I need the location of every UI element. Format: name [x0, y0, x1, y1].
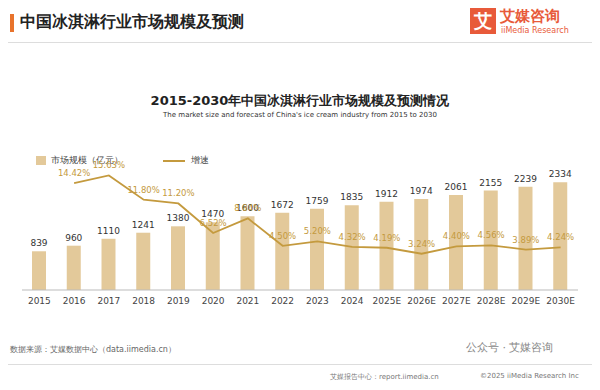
svg-text:2018: 2018: [132, 296, 155, 306]
svg-text:839: 839: [30, 238, 47, 248]
svg-text:1759: 1759: [306, 196, 329, 206]
svg-text:2029E: 2029E: [512, 296, 541, 306]
svg-text:11.20%: 11.20%: [162, 188, 194, 198]
svg-text:4.24%: 4.24%: [547, 232, 574, 242]
svg-text:4.32%: 4.32%: [339, 232, 366, 242]
svg-text:3.24%: 3.24%: [408, 239, 435, 249]
svg-text:2155: 2155: [479, 178, 502, 188]
svg-text:1912: 1912: [375, 189, 398, 199]
svg-text:4.50%: 4.50%: [269, 231, 296, 241]
svg-text:2028E: 2028E: [477, 296, 506, 306]
svg-text:2239: 2239: [514, 174, 537, 184]
svg-text:2022: 2022: [271, 296, 294, 306]
svg-text:1974: 1974: [410, 186, 433, 196]
svg-text:15.63%: 15.63%: [93, 160, 125, 170]
svg-text:2016: 2016: [63, 296, 86, 306]
svg-text:4.56%: 4.56%: [478, 230, 505, 240]
svg-text:2015: 2015: [28, 296, 51, 306]
svg-text:2017: 2017: [97, 296, 120, 306]
svg-text:2026E: 2026E: [407, 296, 436, 306]
svg-text:2023: 2023: [306, 296, 329, 306]
svg-text:6.52%: 6.52%: [200, 218, 227, 228]
svg-text:1835: 1835: [340, 192, 363, 202]
svg-text:1241: 1241: [132, 220, 155, 230]
svg-text:2334: 2334: [549, 169, 572, 179]
svg-text:5.20%: 5.20%: [304, 226, 331, 236]
svg-text:2030E: 2030E: [546, 296, 575, 306]
svg-text:1672: 1672: [271, 200, 294, 210]
svg-text:2021: 2021: [236, 296, 259, 306]
svg-text:2025E: 2025E: [373, 296, 402, 306]
svg-text:1110: 1110: [97, 226, 120, 236]
svg-text:11.80%: 11.80%: [127, 185, 159, 195]
svg-text:8.84%: 8.84%: [234, 203, 261, 213]
svg-text:2027E: 2027E: [442, 296, 471, 306]
svg-text:2024: 2024: [341, 296, 364, 306]
svg-text:2061: 2061: [445, 182, 468, 192]
svg-text:4.19%: 4.19%: [373, 233, 400, 243]
svg-text:4.40%: 4.40%: [443, 231, 470, 241]
svg-text:2020: 2020: [202, 296, 225, 306]
svg-text:14.42%: 14.42%: [58, 168, 90, 178]
svg-text:2019: 2019: [167, 296, 190, 306]
svg-text:1380: 1380: [167, 213, 190, 223]
svg-text:960: 960: [65, 233, 82, 243]
svg-text:3.89%: 3.89%: [512, 235, 539, 245]
